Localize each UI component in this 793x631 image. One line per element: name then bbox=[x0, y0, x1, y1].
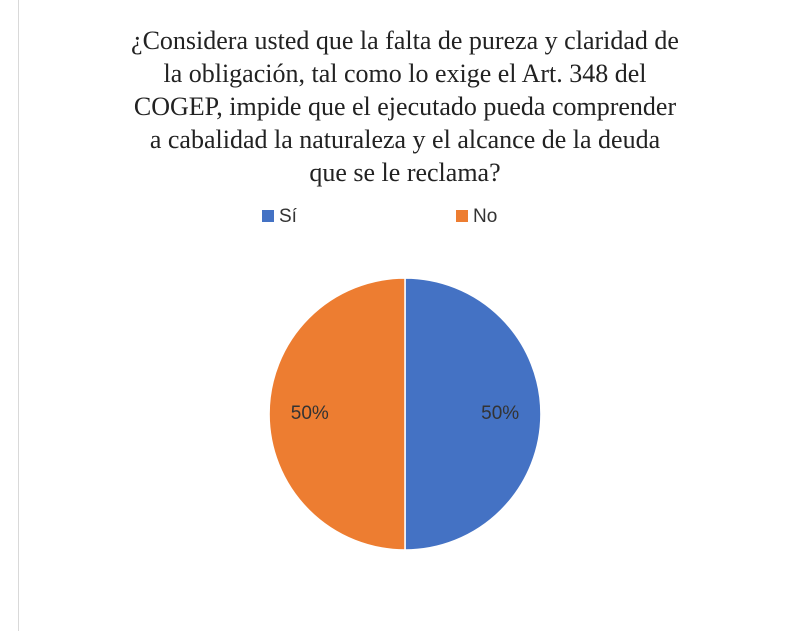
pie-slice bbox=[268, 277, 406, 551]
chart-title: que se le reclama? bbox=[309, 158, 500, 187]
chart-title: la obligación, tal como lo exige el Art.… bbox=[163, 59, 646, 88]
chart-title: ¿Considera usted que la falta de pureza … bbox=[131, 26, 679, 55]
legend-label: Sí bbox=[279, 206, 298, 227]
data-label: 50% bbox=[481, 403, 519, 424]
chart-title: COGEP, impide que el ejecutado pueda com… bbox=[134, 92, 677, 121]
chart-title: a cabalidad la naturaleza y el alcance d… bbox=[150, 125, 661, 154]
pie-slice bbox=[404, 277, 542, 551]
legend-swatch bbox=[262, 210, 274, 222]
legend-swatch bbox=[456, 210, 468, 222]
data-label: 50% bbox=[291, 403, 329, 424]
legend-label: No bbox=[473, 206, 497, 227]
